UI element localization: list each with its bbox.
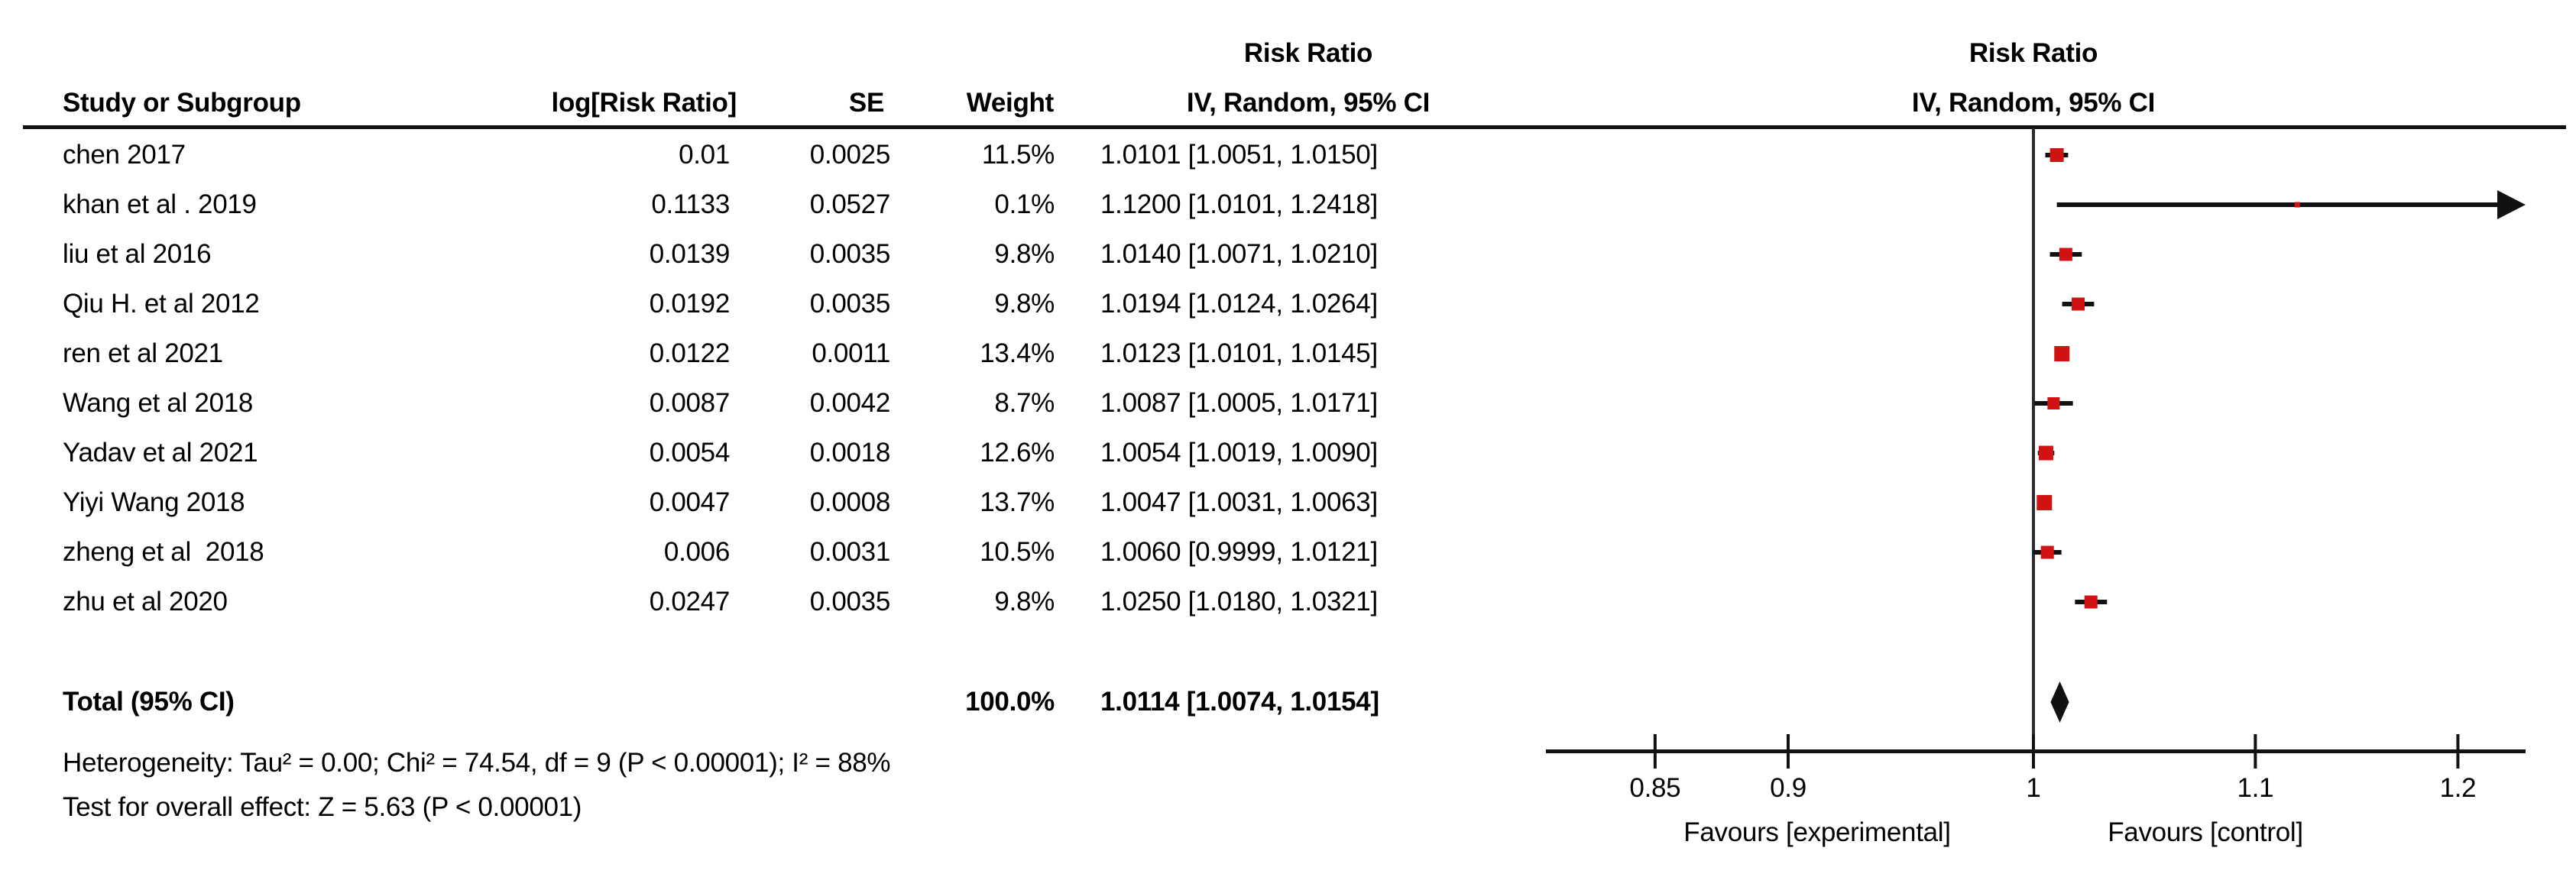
total-label: Total (95% CI): [63, 687, 235, 717]
col-header-weight: Weight: [966, 88, 1055, 118]
effect-marker: [2084, 595, 2098, 609]
total-weight: 100.0%: [965, 687, 1055, 717]
favours-control-label: Favours [control]: [2108, 817, 2303, 847]
favours-experimental-label: Favours [experimental]: [1683, 817, 1951, 847]
study-log-rr: 0.0054: [649, 438, 731, 468]
header-rule: [23, 125, 2566, 129]
study-weight: 12.6%: [980, 438, 1055, 468]
overall-effect-test: Test for overall effect: Z = 5.63 (P < 0…: [63, 792, 582, 822]
study-se: 0.0031: [809, 537, 891, 567]
effect-marker: [2294, 202, 2300, 208]
study-name: Yiyi Wang 2018: [63, 487, 245, 517]
study-log-rr: 0.0247: [649, 587, 731, 616]
axis-tick-label: 0.9: [1770, 773, 1806, 803]
study-name: zheng et al 2018: [63, 537, 264, 567]
study-se: 0.0018: [809, 438, 891, 468]
study-name: Yadav et al 2021: [63, 438, 258, 468]
study-weight: 8.7%: [994, 388, 1055, 418]
study-se: 0.0527: [809, 189, 891, 219]
study-name: chen 2017: [63, 140, 186, 170]
study-name: khan et al . 2019: [63, 189, 257, 219]
col-header-se: SE: [848, 88, 884, 118]
effect-marker: [2038, 445, 2053, 461]
study-se: 0.0008: [809, 487, 891, 517]
study-name: Wang et al 2018: [63, 388, 254, 418]
study-name: liu et al 2016: [63, 239, 212, 269]
study-weight: 9.8%: [994, 239, 1055, 269]
study-log-rr: 0.0139: [649, 239, 731, 269]
study-weight: 11.5%: [981, 140, 1055, 170]
study-se: 0.0011: [812, 338, 890, 368]
axis-tick: [1787, 734, 1790, 769]
null-effect-line: [2032, 128, 2035, 769]
study-se: 0.0035: [809, 587, 891, 616]
study-log-rr: 0.01: [679, 140, 730, 170]
study-log-rr: 0.0087: [649, 388, 731, 418]
study-log-rr: 0.0047: [649, 487, 731, 517]
study-estimate: 1.0054 [1.0019, 1.0090]: [1100, 438, 1378, 468]
study-estimate: 1.1200 [1.0101, 1.2418]: [1100, 189, 1378, 219]
col-header-study: Study or Subgroup: [63, 88, 301, 118]
effect-marker: [2036, 495, 2053, 510]
x-axis-line: [1546, 749, 2526, 753]
study-se: 0.0035: [809, 239, 891, 269]
ci-whisker: [2056, 202, 2499, 207]
study-log-rr: 0.0192: [649, 289, 731, 319]
effect-marker: [2049, 148, 2064, 162]
effect-marker: [2047, 397, 2060, 409]
study-estimate: 1.0060 [0.9999, 1.0121]: [1100, 537, 1378, 567]
study-weight: 13.4%: [980, 338, 1055, 368]
effect-marker: [2054, 346, 2070, 361]
study-se: 0.0042: [809, 388, 891, 418]
axis-tick: [2254, 734, 2257, 769]
study-weight: 13.7%: [980, 487, 1055, 517]
total-estimate: 1.0114 [1.0074, 1.0154]: [1100, 687, 1379, 717]
study-se: 0.0025: [809, 140, 891, 170]
axis-tick: [2456, 734, 2460, 769]
summary-diamond: [2050, 681, 2069, 723]
axis-tick: [2032, 734, 2035, 769]
col-header-log-risk-ratio: log[Risk Ratio]: [551, 88, 737, 118]
study-log-rr: 0.0122: [649, 338, 731, 368]
col-header-ci-text: IV, Random, 95% CI: [1186, 88, 1431, 118]
study-weight: 0.1%: [994, 189, 1055, 219]
study-se: 0.0035: [809, 289, 891, 319]
study-weight: 9.8%: [994, 587, 1055, 616]
study-weight: 10.5%: [980, 537, 1055, 567]
study-estimate: 1.0087 [1.0005, 1.0171]: [1100, 388, 1378, 418]
effect-marker: [2040, 545, 2054, 559]
heterogeneity-stats: Heterogeneity: Tau² = 0.00; Chi² = 74.54…: [63, 748, 891, 778]
study-estimate: 1.0140 [1.0071, 1.0210]: [1100, 239, 1378, 269]
study-name: zhu et al 2020: [63, 587, 228, 616]
axis-tick-label: 1.1: [2237, 773, 2274, 803]
effect-marker: [2059, 248, 2072, 261]
study-estimate: 1.0250 [1.0180, 1.0321]: [1100, 587, 1378, 616]
study-estimate: 1.0123 [1.0101, 1.0145]: [1100, 338, 1378, 368]
study-log-rr: 0.006: [663, 537, 730, 567]
col-header-ci-plot: IV, Random, 95% CI: [1911, 88, 2156, 118]
study-log-rr: 0.1133: [651, 189, 730, 219]
axis-tick-label: 0.85: [1629, 773, 1681, 803]
axis-tick-label: 1.2: [2439, 773, 2477, 803]
axis-tick: [1653, 734, 1657, 769]
ci-arrowhead: [2497, 190, 2526, 219]
col-header-risk-ratio-text: Risk Ratio: [1243, 38, 1373, 68]
study-estimate: 1.0047 [1.0031, 1.0063]: [1100, 487, 1378, 517]
study-name: ren et al 2021: [63, 338, 223, 368]
effect-marker: [2072, 297, 2085, 311]
study-weight: 9.8%: [994, 289, 1055, 319]
col-header-risk-ratio-plot: Risk Ratio: [1968, 38, 2098, 68]
study-estimate: 1.0194 [1.0124, 1.0264]: [1100, 289, 1378, 319]
axis-tick-label: 1: [2026, 773, 2041, 803]
study-name: Qiu H. et al 2012: [63, 289, 260, 319]
study-estimate: 1.0101 [1.0051, 1.0150]: [1100, 140, 1378, 170]
